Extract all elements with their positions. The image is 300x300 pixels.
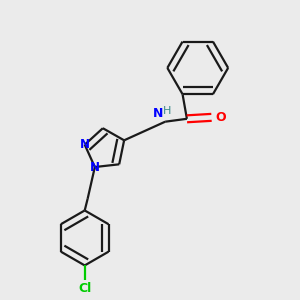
- Text: H: H: [163, 106, 171, 116]
- Text: N: N: [90, 160, 100, 173]
- Text: N: N: [80, 138, 90, 151]
- Text: Cl: Cl: [78, 282, 91, 295]
- Text: O: O: [215, 111, 226, 124]
- Text: N: N: [153, 107, 164, 120]
